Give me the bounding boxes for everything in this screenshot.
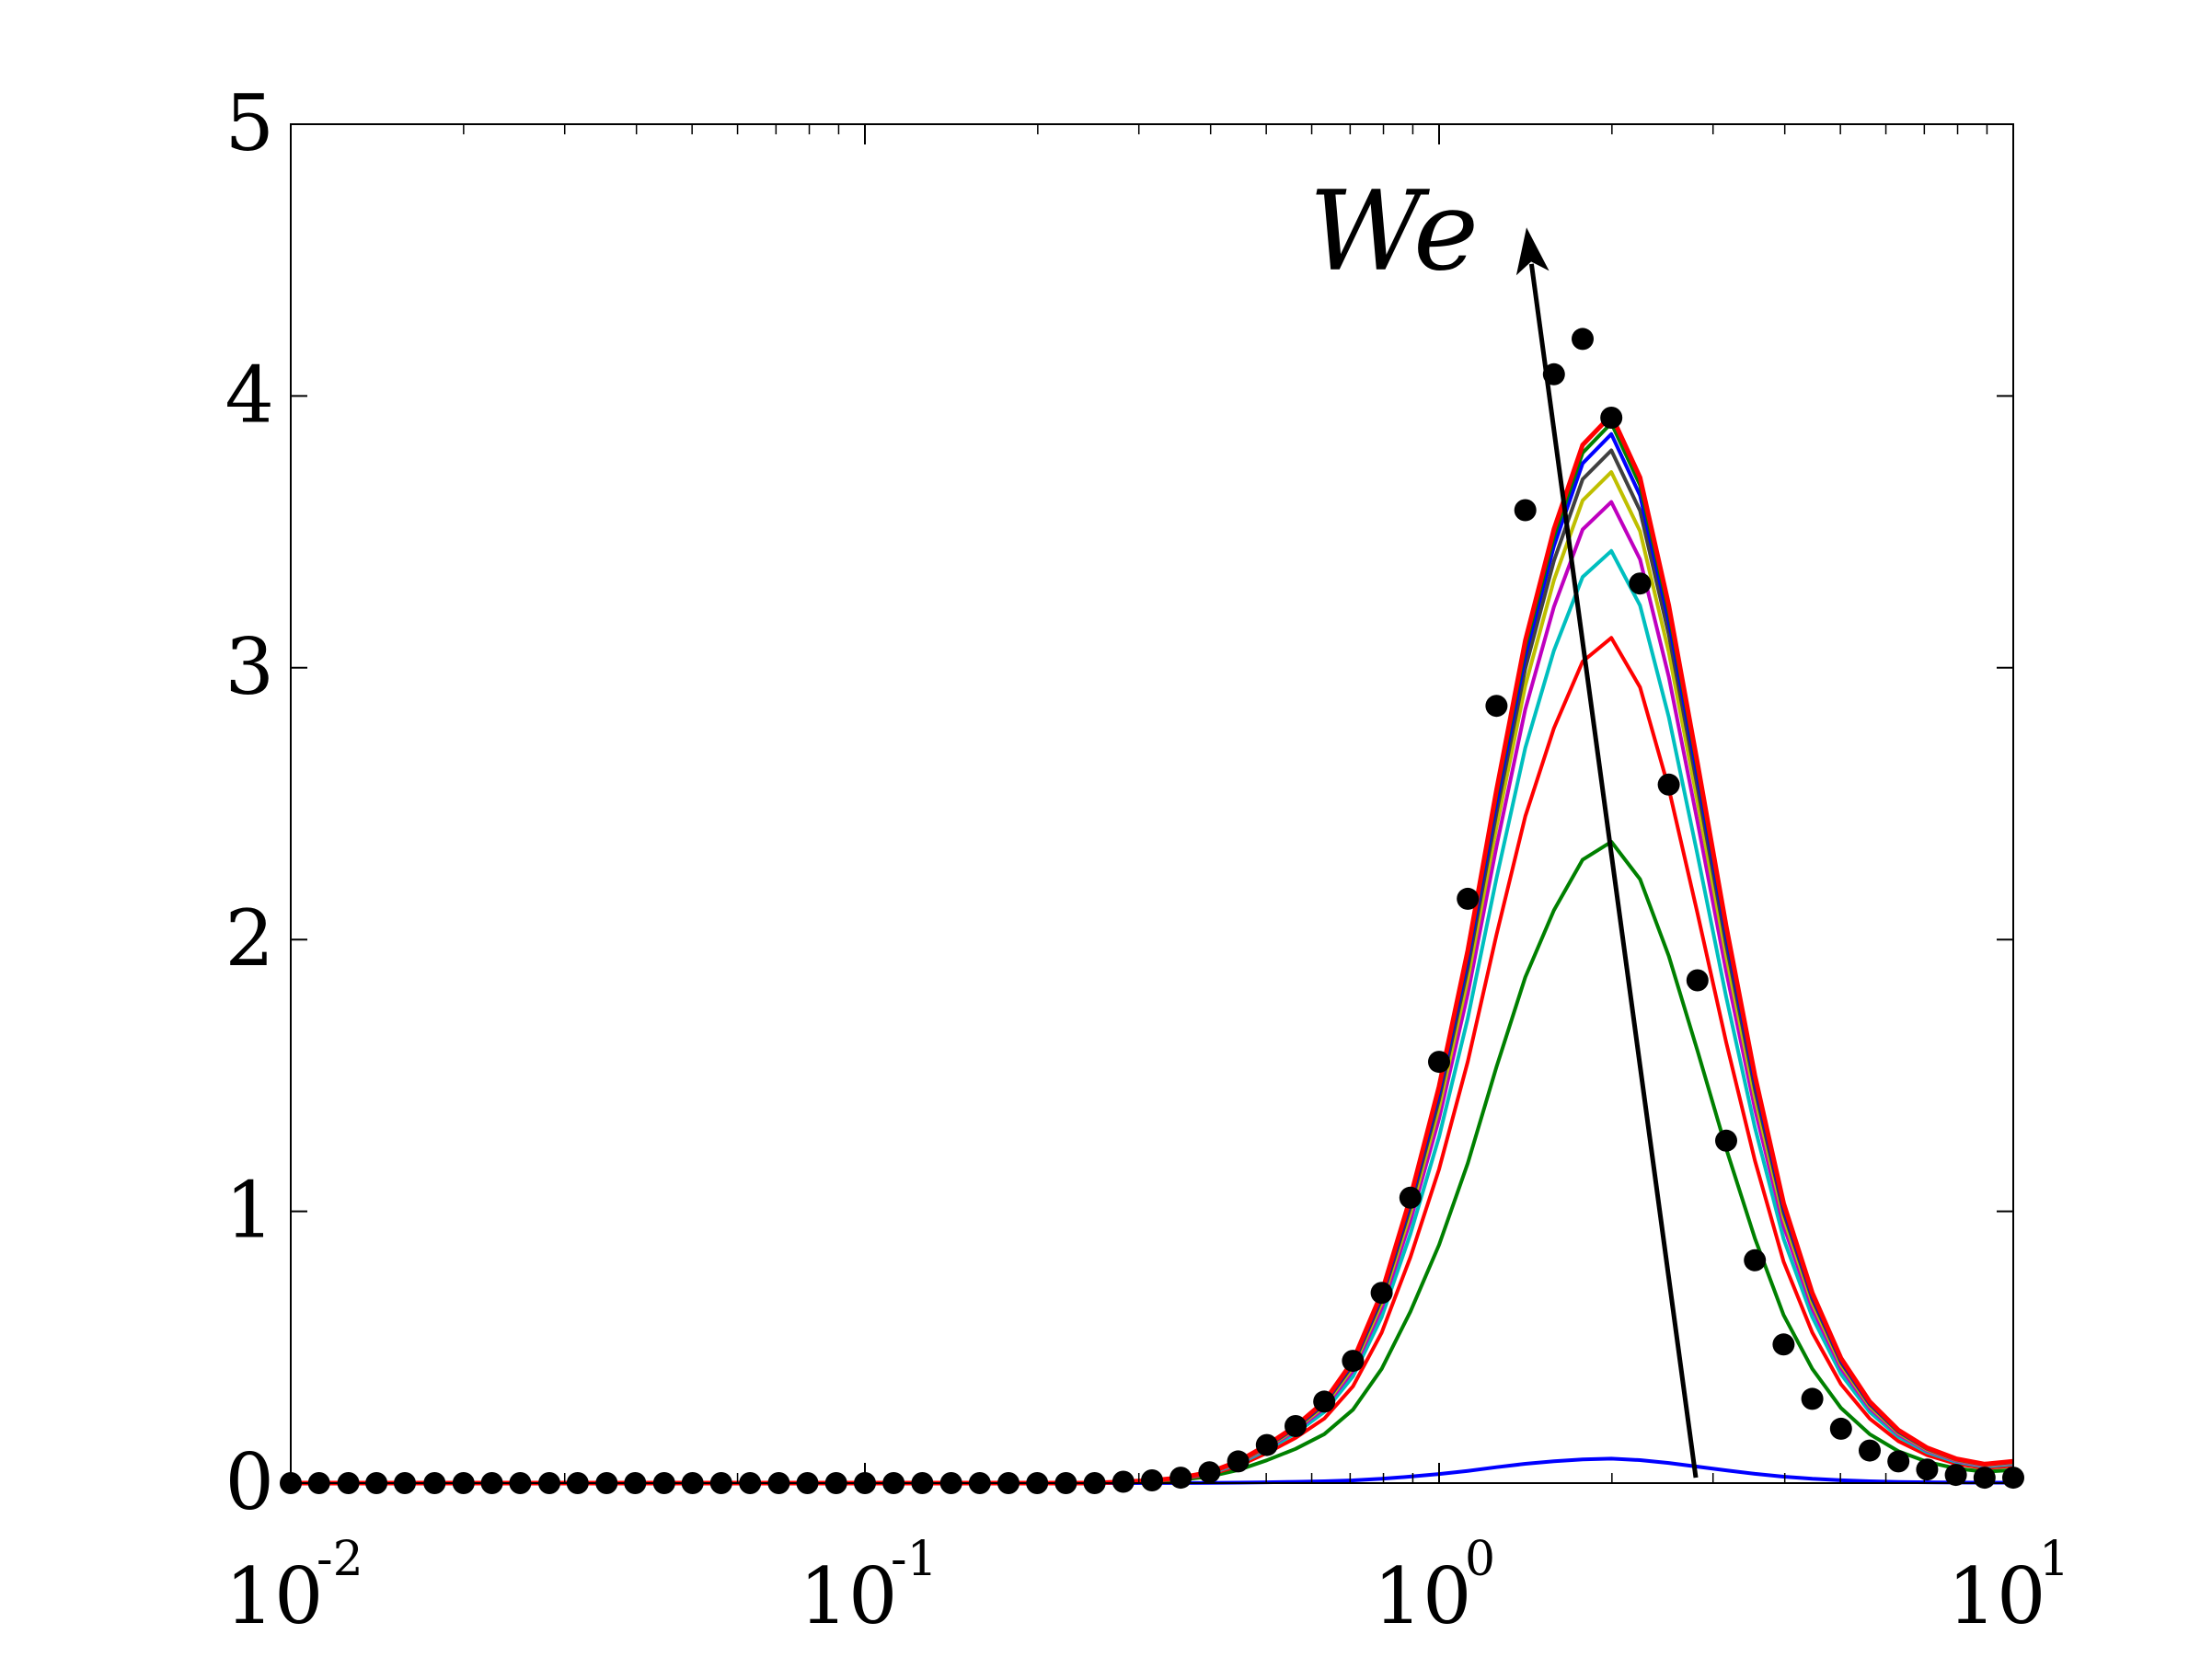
data-point [1629, 572, 1652, 595]
data-point [1141, 1469, 1163, 1491]
x-tick-label: 10 [1374, 1551, 1472, 1641]
data-point [1916, 1458, 1939, 1481]
data-point [1399, 1186, 1422, 1209]
data-point [1342, 1350, 1365, 1373]
data-point [1973, 1467, 1996, 1490]
y-tick-label: 4 [225, 350, 274, 440]
data-point [1198, 1461, 1221, 1484]
data-point [1600, 407, 1623, 429]
x-tick-label: 10 [225, 1551, 324, 1641]
data-point [1829, 1417, 1852, 1440]
x-tick-exponent: -1 [891, 1532, 938, 1587]
data-point [1313, 1390, 1336, 1413]
data-point [1772, 1333, 1795, 1356]
x-tick-label: 10 [1948, 1551, 2046, 1641]
x-tick-exponent: 1 [2039, 1532, 2069, 1587]
data-point [1514, 499, 1537, 522]
we-arrow [1528, 263, 1699, 1479]
data-point [1657, 773, 1680, 796]
data-point [1686, 969, 1709, 992]
x-tick-exponent: 0 [1465, 1532, 1495, 1587]
data-point [1370, 1282, 1393, 1305]
data-points [280, 328, 2024, 1494]
y-tick-label: 1 [225, 1166, 274, 1256]
data-point [1457, 887, 1480, 910]
data-point [1485, 695, 1508, 718]
data-point [1227, 1450, 1250, 1473]
x-tick-exponent: -2 [317, 1532, 363, 1587]
we-label: We [1308, 167, 1479, 295]
data-point [1428, 1051, 1450, 1074]
x-tick-label: 10 [800, 1551, 898, 1641]
y-tick-label: 5 [225, 78, 274, 168]
we-arrow-head [1515, 227, 1550, 276]
data-point [1572, 328, 1594, 351]
annotation: We [1308, 167, 1699, 1479]
axes-frame [290, 123, 2014, 1484]
y-tick-label: 0 [225, 1437, 274, 1527]
data-point [1801, 1387, 1824, 1410]
data-point [1859, 1439, 1881, 1462]
data-point [1887, 1450, 1910, 1473]
data-point [1112, 1470, 1135, 1493]
data-point [1169, 1467, 1192, 1490]
data-point [1255, 1433, 1278, 1456]
data-point [1715, 1129, 1737, 1152]
data-point [1285, 1415, 1307, 1437]
y-tick-label: 2 [225, 893, 274, 984]
y-tick-label: 3 [225, 622, 274, 712]
data-point [1944, 1464, 1967, 1487]
data-point [1744, 1249, 1767, 1272]
